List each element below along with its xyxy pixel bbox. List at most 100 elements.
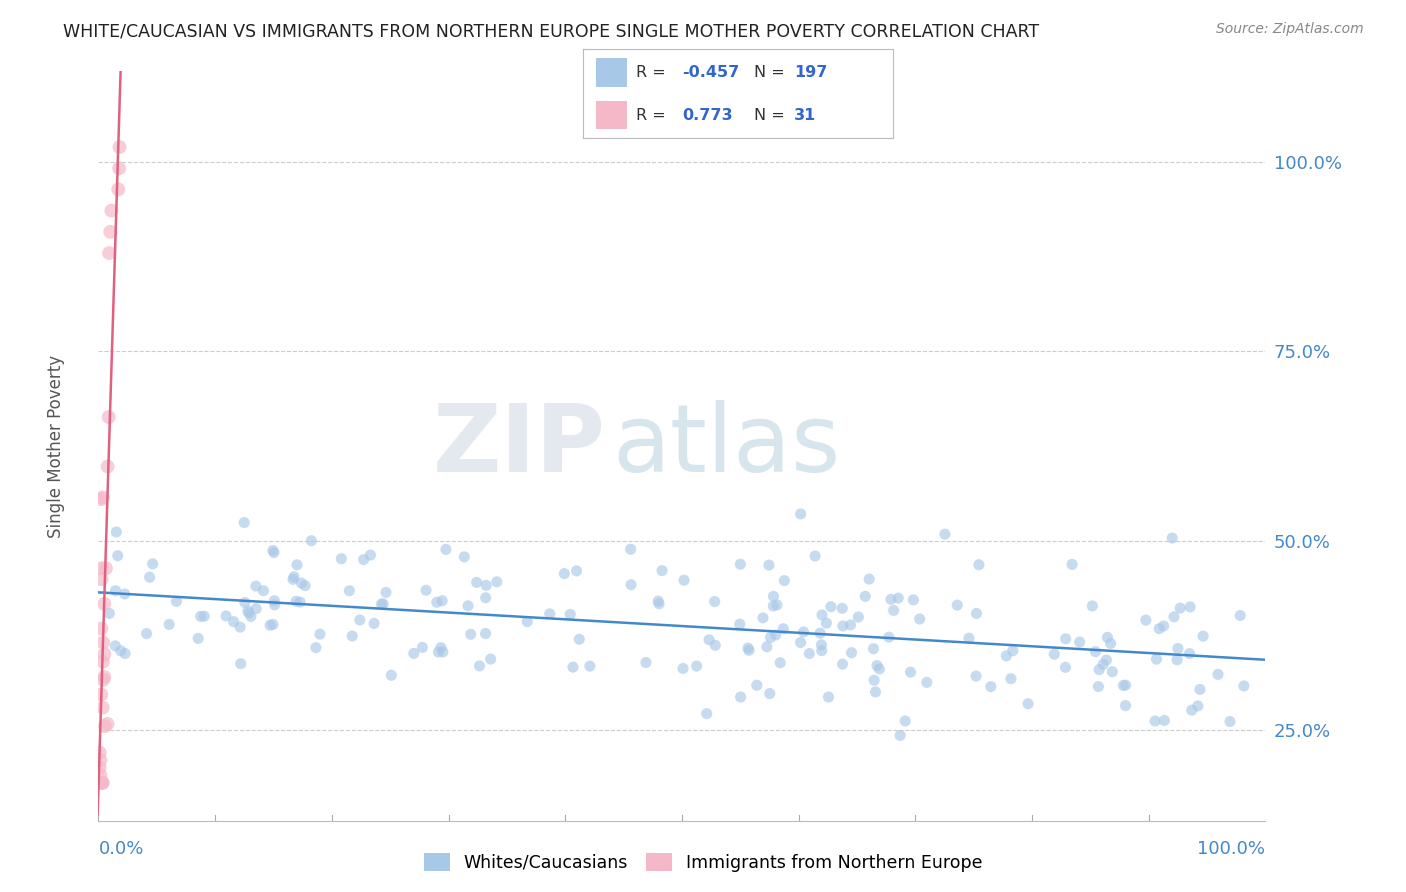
Point: [353, 552, 375, 566]
Point: [430, 640, 453, 655]
Point: [728, 617, 751, 632]
Point: [579, 659, 602, 673]
Point: [762, 590, 785, 604]
Point: [245, 601, 267, 615]
Point: [811, 607, 834, 622]
Point: [538, 607, 561, 621]
Point: [222, 615, 245, 629]
Point: [865, 685, 887, 699]
Point: [215, 609, 238, 624]
Text: R =: R =: [636, 65, 666, 79]
Point: [1167, 641, 1189, 656]
Point: [1181, 703, 1204, 717]
Point: [704, 638, 727, 652]
Point: [91, 700, 114, 714]
Point: [263, 598, 285, 612]
Point: [1084, 645, 1107, 659]
Point: [285, 594, 308, 608]
Point: [1147, 622, 1170, 636]
Point: [285, 558, 308, 572]
Point: [915, 675, 938, 690]
Point: [880, 592, 903, 607]
Text: Single Mother Poverty: Single Mother Poverty: [48, 354, 65, 538]
Text: 31: 31: [794, 108, 815, 122]
Point: [1187, 698, 1209, 713]
Point: [373, 597, 395, 611]
Point: [337, 583, 360, 598]
Point: [290, 576, 312, 591]
Point: [190, 609, 212, 624]
Point: [91, 655, 114, 669]
Point: [789, 507, 811, 521]
Point: [89, 746, 111, 760]
Point: [229, 657, 252, 671]
Point: [1163, 610, 1185, 624]
Point: [1166, 653, 1188, 667]
Point: [107, 182, 129, 196]
Text: ZIP: ZIP: [433, 400, 606, 492]
Point: [104, 583, 127, 598]
Text: N =: N =: [754, 108, 785, 122]
Point: [620, 542, 643, 557]
Point: [288, 595, 311, 609]
Point: [1192, 629, 1215, 643]
Point: [91, 491, 114, 505]
Point: [877, 630, 900, 644]
Point: [620, 578, 643, 592]
Point: [1062, 558, 1084, 572]
Point: [236, 604, 259, 618]
Text: 100.0%: 100.0%: [1198, 839, 1265, 857]
Point: [773, 574, 796, 588]
Point: [93, 597, 115, 611]
Bar: [596, 101, 627, 129]
Point: [97, 459, 120, 474]
Point: [1099, 636, 1122, 650]
Point: [294, 579, 316, 593]
Point: [568, 632, 591, 647]
Point: [1095, 653, 1118, 667]
Point: [894, 714, 917, 728]
Point: [868, 662, 890, 676]
Point: [457, 599, 479, 613]
Point: [887, 591, 910, 606]
Point: [375, 585, 398, 599]
Point: [90, 688, 112, 702]
Text: atlas: atlas: [612, 400, 841, 492]
Point: [90, 492, 112, 507]
Point: [415, 583, 437, 598]
Point: [1233, 679, 1256, 693]
Point: [309, 627, 332, 641]
Point: [108, 161, 131, 176]
Point: [330, 551, 353, 566]
Point: [755, 640, 778, 654]
Point: [1001, 644, 1024, 658]
Point: [94, 561, 117, 575]
Point: [1115, 678, 1137, 692]
Point: [1161, 531, 1184, 545]
Point: [281, 573, 304, 587]
Point: [91, 635, 114, 649]
Point: [863, 673, 886, 688]
Point: [1097, 631, 1119, 645]
Point: [1146, 652, 1168, 666]
Point: [1229, 608, 1251, 623]
Text: 0.773: 0.773: [682, 108, 733, 122]
Point: [262, 617, 284, 632]
Point: [263, 545, 285, 559]
Point: [239, 609, 262, 624]
Point: [647, 594, 669, 608]
Point: [995, 648, 1018, 663]
Point: [98, 607, 121, 621]
Point: [672, 661, 695, 675]
Text: N =: N =: [754, 65, 785, 79]
Point: [903, 593, 925, 607]
Point: [1219, 714, 1241, 729]
Point: [138, 570, 160, 584]
Point: [1114, 698, 1136, 713]
Point: [651, 564, 673, 578]
Point: [752, 611, 775, 625]
Point: [565, 564, 588, 578]
Point: [193, 609, 215, 624]
Point: [93, 670, 115, 684]
Point: [434, 542, 457, 557]
